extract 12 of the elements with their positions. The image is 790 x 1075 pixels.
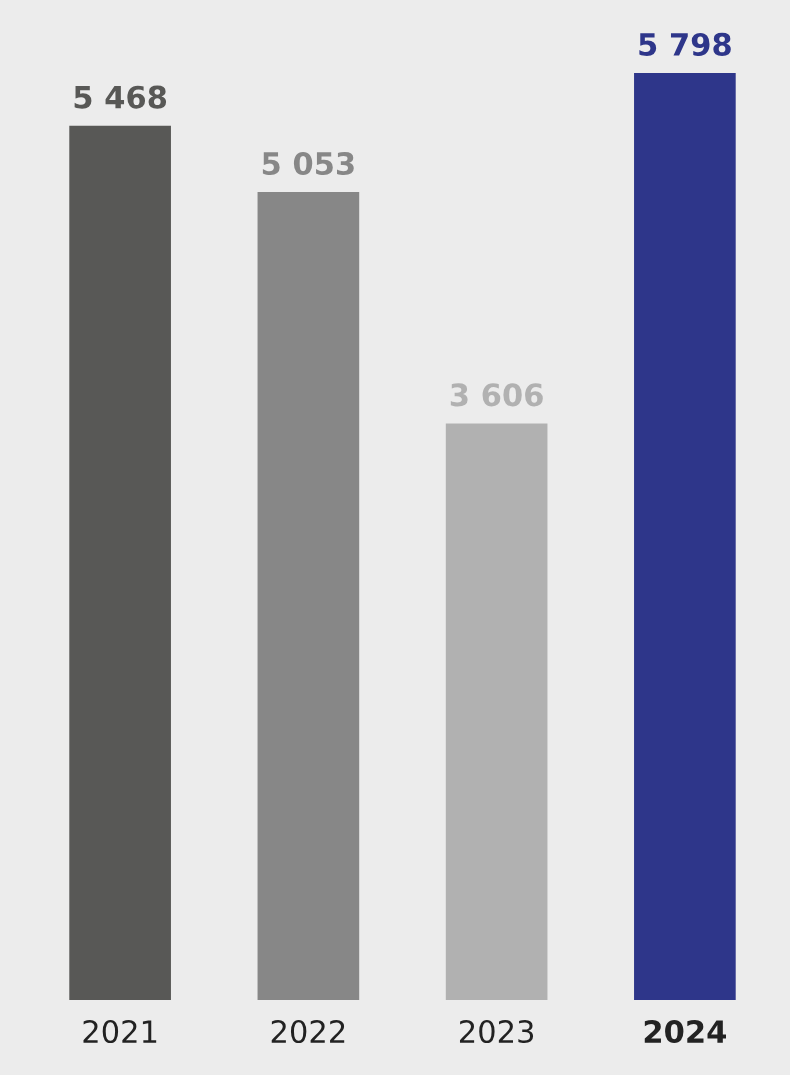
bar	[634, 73, 736, 1000]
bar	[69, 125, 171, 1000]
bar	[257, 192, 360, 1000]
data-label: 5 053	[262, 151, 354, 176]
x-tick-label: 2024	[644, 1019, 726, 1044]
x-tick-label: 2022	[271, 1019, 345, 1044]
data-label: 3 606	[450, 383, 543, 407]
x-tick-label: 2021	[83, 1019, 157, 1044]
x-tick-label: 2023	[459, 1019, 534, 1044]
data-label: 5 798	[639, 32, 731, 56]
bar	[445, 423, 548, 1000]
data-label: 5 468	[74, 85, 167, 109]
